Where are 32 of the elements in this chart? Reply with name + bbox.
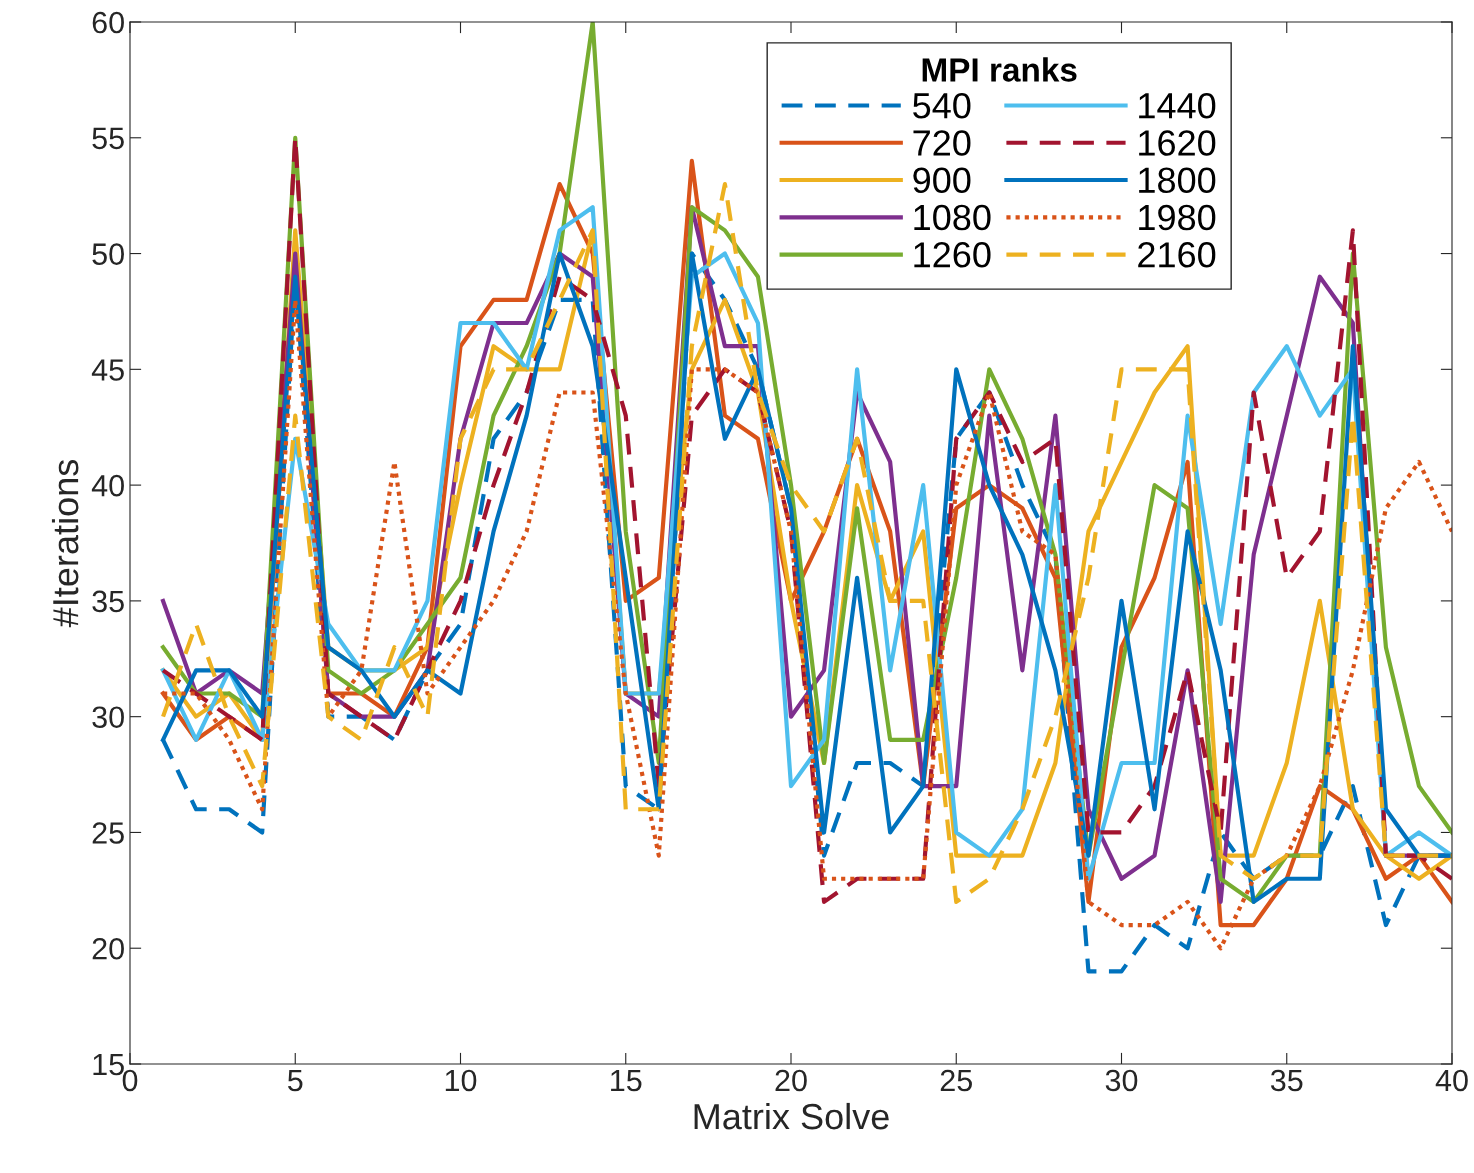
y-tick-label: 15 <box>93 1054 124 1076</box>
legend-title: MPI ranks <box>922 57 1077 82</box>
y-tick-label: 25 <box>92 822 124 844</box>
y-tick-label: 55 <box>92 127 124 150</box>
legend-label: 1980 <box>1139 204 1216 231</box>
x-tick-label: 25 <box>940 1069 972 1092</box>
y-tick-label: 20 <box>92 937 124 960</box>
legend-label: 1260 <box>914 242 991 268</box>
x-tick-label: 35 <box>1270 1069 1303 1092</box>
y-tick-label: 30 <box>92 706 124 729</box>
legend-label: 1620 <box>1139 130 1216 156</box>
x-tick-label: 30 <box>1105 1069 1138 1092</box>
y-tick-label: 35 <box>92 590 124 613</box>
legend-label: 540 <box>913 92 971 119</box>
y-axis-title: #Iterations <box>51 459 79 628</box>
legend-label: 1800 <box>1139 167 1216 194</box>
x-tick-label: 5 <box>287 1069 303 1092</box>
legend-label: 720 <box>913 130 971 156</box>
x-axis-title: Matrix Solve <box>694 1102 889 1130</box>
x-tick-label: 20 <box>775 1069 807 1092</box>
legend-label: 2160 <box>1138 242 1216 268</box>
y-tick-label: 50 <box>92 243 124 265</box>
y-tick-label: 40 <box>91 474 124 497</box>
legend-label: 900 <box>913 167 971 194</box>
y-tick-label: 60 <box>92 11 124 34</box>
legend-label: 1080 <box>914 204 991 231</box>
x-tick-label: 40 <box>1435 1069 1468 1092</box>
x-tick-label: 10 <box>445 1069 477 1092</box>
legend-label: 1440 <box>1139 92 1216 119</box>
y-tick-label: 45 <box>91 359 124 381</box>
x-tick-label: 0 <box>122 1069 138 1092</box>
x-tick-label: 15 <box>611 1069 642 1092</box>
